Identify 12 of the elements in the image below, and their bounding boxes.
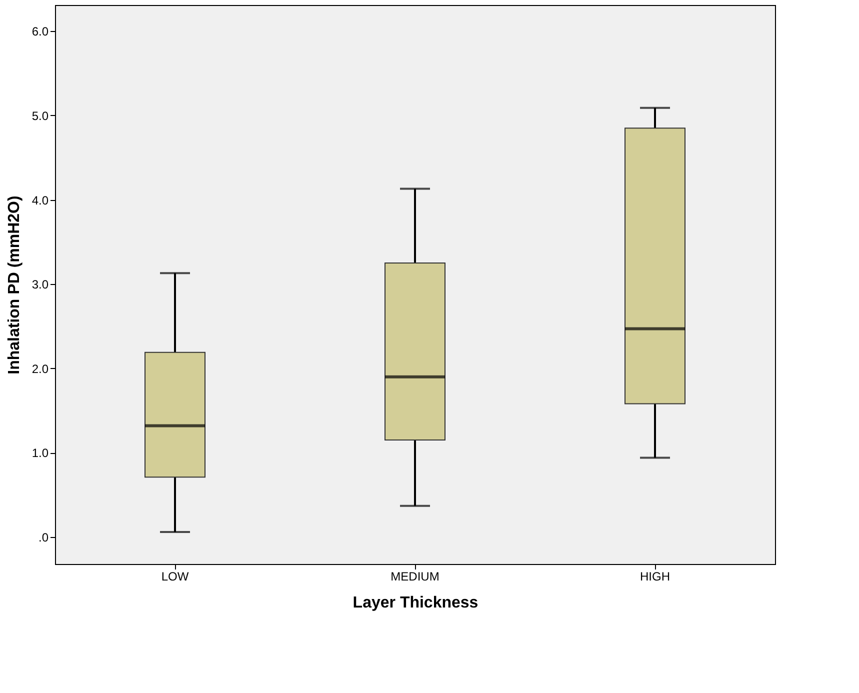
y-tick-label: 2.0 <box>32 362 49 376</box>
y-tick-label: 5.0 <box>32 108 49 123</box>
y-tick-label: 3.0 <box>32 278 49 292</box>
y-tick-label: .0 <box>38 530 49 545</box>
x-tick-label: MEDIUM <box>390 570 440 584</box>
y-tick-label: 1.0 <box>32 446 49 460</box>
y-tick-label: 4.0 <box>32 193 49 208</box>
x-axis-title: Layer Thickness <box>352 594 478 612</box>
x-tick-label: HIGH <box>640 570 670 584</box>
y-axis-title: Inhalation PD (mmH2O) <box>6 196 23 374</box>
y-tick-label: 6.0 <box>32 24 49 39</box>
x-tick-label: LOW <box>161 570 190 584</box>
